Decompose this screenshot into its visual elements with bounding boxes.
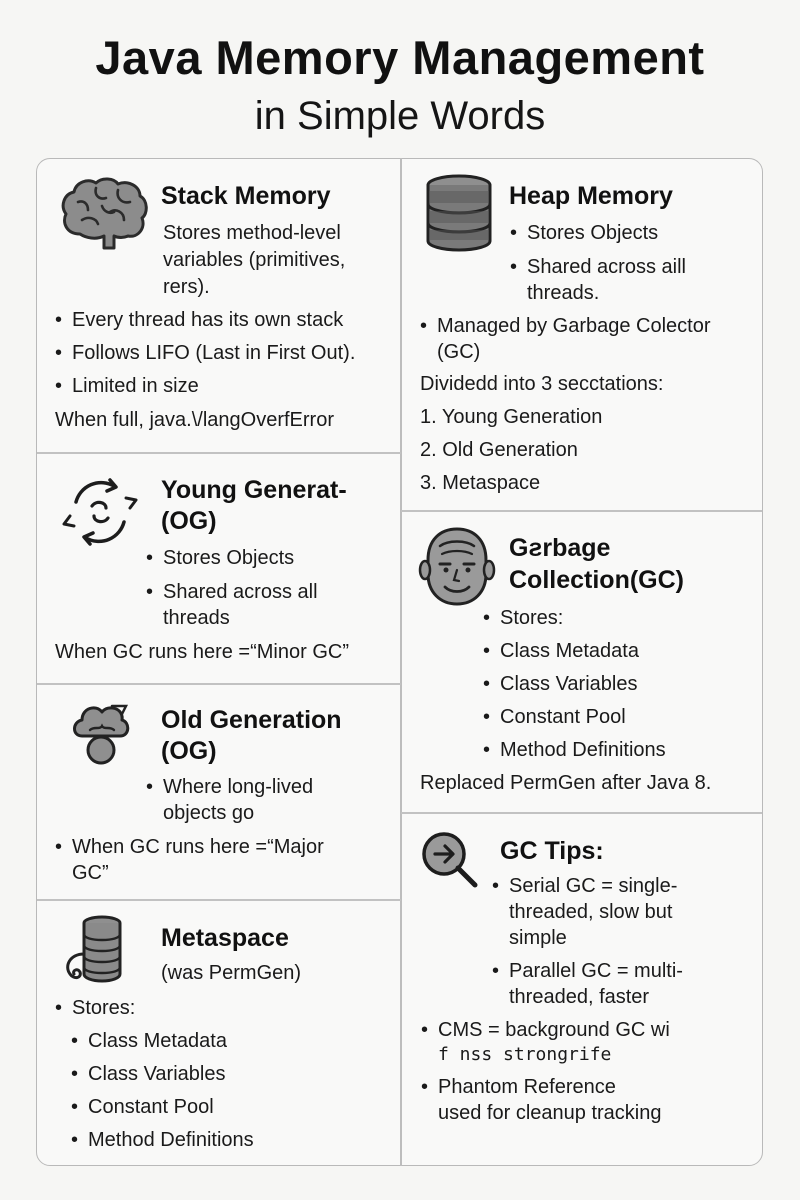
gc-note: Replaced PermGen after Java 8. xyxy=(420,772,712,794)
cycle-arrows-icon xyxy=(62,478,138,546)
section-divider xyxy=(37,452,401,454)
tips-bullet-cont: threaded, faster xyxy=(509,986,650,1008)
cloud-person-icon xyxy=(73,704,130,765)
section-divider xyxy=(401,812,762,814)
meta-subheading: (was PermGen) xyxy=(161,962,302,984)
column-divider xyxy=(400,158,402,1166)
stack-note: When full, java.\/langOverfError xyxy=(55,409,334,431)
old-bullet-cont: objects go xyxy=(163,802,255,824)
stack-desc-line: Stores method-level xyxy=(163,222,341,244)
young-note: When GC runs here =“Minor GC” xyxy=(55,641,349,663)
heap-managed: Managed by Garbage Colector xyxy=(420,314,710,338)
gc-bullet: Method Definitions xyxy=(483,738,666,762)
tips-bullet-cont: f nss strongrife xyxy=(438,1044,612,1065)
young-bullet: Shared across all xyxy=(146,580,317,604)
heap-heading: Heap Memory xyxy=(509,182,673,210)
page-subtitle: in Simple Words xyxy=(254,94,546,138)
heap-section-item: 2. Old Generation xyxy=(420,439,578,461)
young-bullet: Stores Objects xyxy=(146,546,294,570)
heap-bullet-cont: threads. xyxy=(527,282,600,304)
old-bullet: Where long-lived xyxy=(146,775,313,799)
young-heading: Young Generat- xyxy=(161,476,347,504)
heap-section-item: 1. Young Generation xyxy=(420,406,603,428)
heap-managed-cont: (GC) xyxy=(437,341,481,363)
heap-bullet: Stores Objects xyxy=(510,221,658,245)
gc-heading: Gƨrbage xyxy=(509,534,611,562)
meta-heading: Metaspace xyxy=(161,924,289,952)
tips-bullet-cont: threaded, slow but xyxy=(509,901,673,923)
tips-bullet: CMS = background GC wi xyxy=(421,1018,670,1042)
young-bullet-cont: threads xyxy=(163,607,230,629)
page-title: Java Memory Management xyxy=(95,31,705,84)
heap-divided: Dividedd into 3 secctations: xyxy=(420,373,664,395)
database-scroll-icon xyxy=(66,915,122,983)
meta-item: Constant Pool xyxy=(71,1095,214,1119)
tips-bullet-cont: simple xyxy=(509,927,567,949)
meta-stores: Stores: xyxy=(55,996,135,1020)
section-divider xyxy=(37,683,401,685)
section-divider xyxy=(401,510,762,512)
face-icon xyxy=(418,527,496,606)
tips-bullet: Serial GC = single- xyxy=(492,874,677,898)
tips-bullet: Parallel GC = multi- xyxy=(492,959,683,983)
heap-section-item: 3. Metaspace xyxy=(420,472,541,494)
gc-bullet: Class Variables xyxy=(483,672,638,696)
gc-heading-cont: Collection(GC) xyxy=(509,566,684,594)
gc-bullet: Class Metadata xyxy=(483,639,639,663)
old-bullet-cont: GC” xyxy=(72,862,109,884)
meta-item: Class Variables xyxy=(71,1062,226,1086)
tips-bullet-cont: used for cleanup tracking xyxy=(438,1102,662,1124)
old-heading-cont: (OG) xyxy=(161,737,217,765)
meta-item: Method Definitions xyxy=(71,1128,254,1152)
stack-bullet: Every thread has its own stack xyxy=(55,308,343,332)
gc-bullet: Constant Pool xyxy=(483,705,626,729)
section-divider xyxy=(37,899,401,901)
magnifier-arrow-icon xyxy=(422,832,478,888)
tips-bullet: Phantom Reference xyxy=(421,1075,616,1099)
tips-heading: GC Tips: xyxy=(500,837,604,865)
meta-item: Class Metadata xyxy=(71,1029,227,1053)
database-icon xyxy=(426,174,492,252)
young-heading-cont: (OG) xyxy=(161,507,217,535)
stack-desc-line: variables (primitives, xyxy=(163,249,346,271)
heap-bullet: Shared across aill xyxy=(510,255,686,279)
stack-bullet: Follows LIFO (Last in First Out). xyxy=(55,341,355,365)
brain-icon xyxy=(61,177,148,250)
gc-bullet: Stores: xyxy=(483,606,563,630)
old-heading: Old Generation xyxy=(161,706,342,734)
stack-bullet: Limited in size xyxy=(55,374,199,398)
stack-heading: Stack Memory xyxy=(161,182,331,210)
old-bullet: When GC runs here =“Major xyxy=(55,835,324,859)
stack-desc-line: rers). xyxy=(163,276,210,298)
